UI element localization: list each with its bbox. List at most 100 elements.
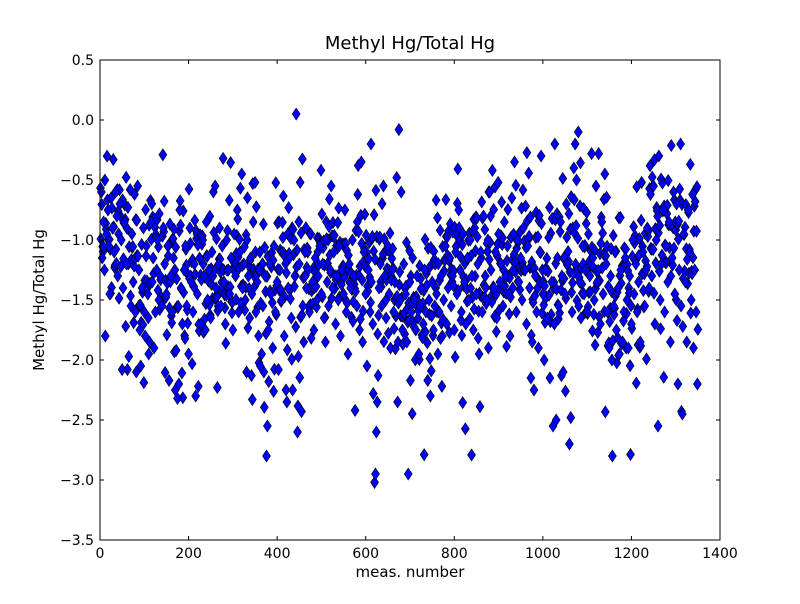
data-point bbox=[203, 293, 212, 307]
data-point bbox=[504, 287, 514, 301]
data-point bbox=[686, 293, 696, 307]
data-point bbox=[139, 376, 149, 390]
data-point bbox=[645, 159, 655, 173]
data-point bbox=[235, 245, 245, 259]
data-point bbox=[510, 155, 519, 169]
data-point bbox=[655, 218, 665, 232]
data-point bbox=[263, 419, 272, 433]
data-point bbox=[176, 281, 186, 295]
data-point bbox=[570, 137, 580, 151]
data-point bbox=[229, 227, 239, 241]
data-point bbox=[302, 281, 311, 295]
data-point bbox=[431, 193, 441, 207]
data-point bbox=[128, 275, 138, 289]
data-point bbox=[201, 323, 210, 337]
data-point bbox=[332, 269, 342, 283]
data-point bbox=[609, 299, 619, 313]
data-point bbox=[433, 257, 443, 271]
data-point bbox=[295, 175, 305, 189]
data-point bbox=[420, 263, 429, 277]
data-point bbox=[641, 263, 651, 277]
data-point bbox=[149, 341, 159, 355]
data-point bbox=[199, 269, 209, 283]
data-point bbox=[126, 299, 136, 313]
data-point bbox=[692, 180, 702, 194]
data-point bbox=[281, 383, 291, 397]
data-point bbox=[628, 233, 638, 247]
data-point bbox=[121, 319, 131, 333]
data-point bbox=[303, 263, 313, 277]
x-tick-label: 600 bbox=[352, 546, 379, 562]
data-point bbox=[158, 221, 168, 235]
data-point bbox=[259, 365, 269, 379]
data-point bbox=[390, 275, 400, 289]
data-point bbox=[373, 327, 383, 341]
data-point bbox=[144, 347, 154, 361]
y-tick-label: 0.5 bbox=[72, 53, 94, 69]
data-point bbox=[463, 251, 472, 265]
data-point bbox=[285, 251, 294, 265]
data-point bbox=[406, 305, 416, 319]
data-point bbox=[587, 147, 596, 161]
data-point bbox=[267, 296, 277, 310]
data-point bbox=[131, 305, 140, 319]
data-point bbox=[594, 147, 604, 161]
data-point bbox=[329, 245, 339, 259]
data-point bbox=[278, 189, 288, 203]
data-point bbox=[471, 244, 480, 258]
data-point bbox=[188, 305, 198, 319]
data-point bbox=[380, 269, 390, 283]
data-point bbox=[133, 179, 143, 193]
data-point bbox=[578, 239, 588, 253]
data-point bbox=[688, 187, 697, 201]
data-point bbox=[505, 329, 515, 343]
data-point bbox=[317, 207, 327, 221]
data-point bbox=[579, 287, 589, 301]
data-point bbox=[159, 194, 169, 208]
data-point bbox=[262, 449, 271, 463]
data-point bbox=[441, 239, 450, 253]
data-point bbox=[259, 400, 269, 414]
data-point bbox=[426, 364, 436, 378]
data-point bbox=[235, 232, 244, 246]
data-point bbox=[372, 395, 382, 409]
data-point bbox=[493, 175, 503, 189]
data-point bbox=[225, 287, 235, 301]
data-point bbox=[310, 251, 320, 265]
data-point bbox=[572, 173, 581, 187]
data-point bbox=[616, 263, 626, 277]
data-point bbox=[206, 311, 216, 325]
data-point bbox=[368, 387, 378, 401]
data-point bbox=[600, 167, 610, 181]
data-point bbox=[488, 163, 497, 177]
data-point bbox=[453, 162, 463, 176]
data-point bbox=[155, 269, 165, 283]
data-point bbox=[106, 191, 116, 205]
data-point bbox=[99, 215, 108, 229]
data-point bbox=[408, 251, 418, 265]
data-point bbox=[615, 210, 625, 225]
data-point bbox=[649, 179, 658, 193]
data-point bbox=[112, 209, 122, 223]
data-point bbox=[681, 275, 690, 289]
data-point bbox=[337, 263, 347, 277]
data-point bbox=[417, 281, 426, 295]
data-point bbox=[484, 253, 494, 267]
data-point bbox=[140, 329, 150, 343]
data-point bbox=[150, 305, 160, 319]
data-point bbox=[105, 287, 115, 301]
y-tick-label: −1.0 bbox=[60, 233, 94, 249]
data-point bbox=[266, 287, 276, 301]
y-tick-label: −3.0 bbox=[60, 473, 94, 489]
data-point bbox=[474, 347, 484, 361]
data-point bbox=[343, 347, 353, 361]
x-tick-label: 200 bbox=[175, 546, 202, 562]
data-point bbox=[366, 137, 376, 151]
data-point bbox=[507, 191, 517, 205]
data-point bbox=[371, 467, 380, 481]
data-point bbox=[563, 257, 573, 271]
data-point bbox=[658, 203, 668, 217]
data-point bbox=[321, 335, 330, 349]
data-point bbox=[274, 363, 283, 377]
